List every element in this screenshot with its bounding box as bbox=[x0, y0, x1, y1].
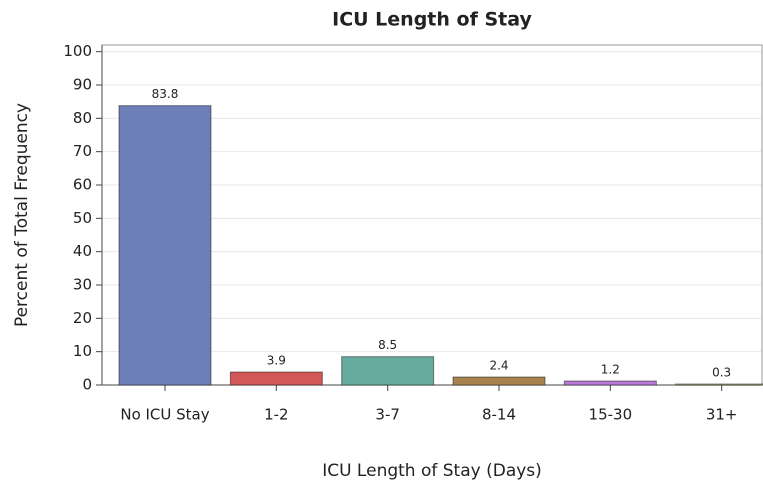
value-label: 8.5 bbox=[378, 338, 397, 352]
y-tick-label: 40 bbox=[73, 242, 92, 260]
x-tick-label: 1-2 bbox=[264, 406, 289, 424]
bar bbox=[675, 383, 763, 386]
y-tick-label: 30 bbox=[73, 276, 92, 294]
x-tick-label: 8-14 bbox=[482, 406, 516, 424]
bar bbox=[563, 380, 657, 386]
y-tick-label: 60 bbox=[73, 176, 92, 194]
x-tick-label: 15-30 bbox=[589, 406, 633, 424]
x-tick-label: No ICU Stay bbox=[120, 406, 209, 424]
value-label: 83.8 bbox=[152, 87, 179, 101]
y-tick-label: 100 bbox=[63, 42, 92, 60]
bar bbox=[118, 105, 212, 386]
x-tick-label: 31+ bbox=[706, 406, 738, 424]
y-tick-label: 20 bbox=[73, 309, 92, 327]
y-axis-label: Percent of Total Frequency bbox=[12, 103, 32, 327]
value-label: 1.2 bbox=[601, 363, 620, 377]
value-label: 2.4 bbox=[489, 359, 508, 373]
bar bbox=[341, 356, 435, 386]
y-tick-label: 90 bbox=[73, 76, 92, 94]
bar bbox=[229, 371, 323, 386]
value-label: 3.9 bbox=[267, 354, 286, 368]
y-tick-label: 70 bbox=[73, 142, 92, 160]
chart-title: ICU Length of Stay bbox=[332, 9, 532, 31]
value-label: 0.3 bbox=[712, 366, 731, 380]
y-tick-label: 0 bbox=[82, 376, 92, 394]
y-tick-label: 80 bbox=[73, 109, 92, 127]
bar bbox=[452, 376, 546, 386]
y-tick-label: 10 bbox=[73, 342, 92, 360]
y-tick-label: 50 bbox=[73, 209, 92, 227]
x-tick-label: 3-7 bbox=[375, 406, 400, 424]
x-axis-label: ICU Length of Stay (Days) bbox=[322, 461, 542, 481]
